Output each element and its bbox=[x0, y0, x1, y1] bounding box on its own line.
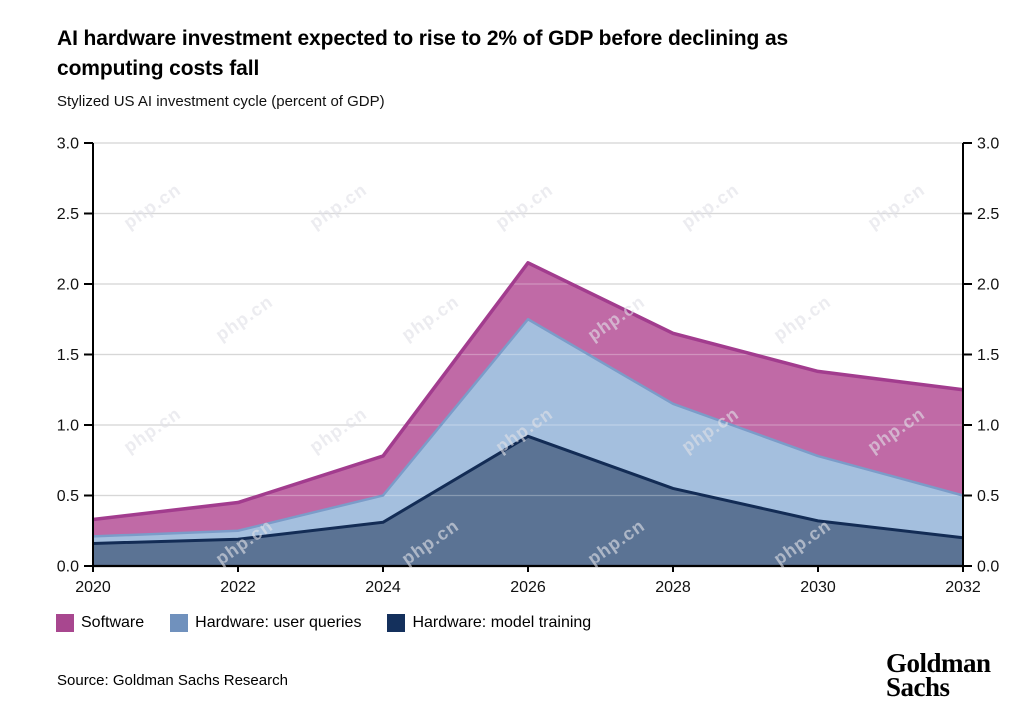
x-axis-tick-label: 2032 bbox=[945, 579, 981, 596]
y-axis-tick-label-left: 3.0 bbox=[57, 136, 79, 153]
y-axis-tick-label-left: 2.0 bbox=[57, 277, 79, 294]
x-axis-tick-label: 2028 bbox=[655, 579, 691, 596]
line-software bbox=[92, 261, 964, 522]
legend-item-hardware-user-queries: Hardware: user queries bbox=[170, 614, 361, 632]
stacked-area-chart: 0.0 0.0 0.5 0.5 1.0 1.0 1.5 1.5 2.0 2.0 2.5 2.5 3.0 3… bbox=[0, 130, 1034, 600]
legend-label-hardware-model-training: Hardware: model training bbox=[412, 614, 592, 631]
y-axis-tick-label-right: 1.0 bbox=[977, 418, 999, 435]
y-axis-tick-label-right: 3.0 bbox=[977, 136, 999, 153]
chart-legend: Software Hardware: user queries Hardware: … bbox=[56, 614, 591, 632]
x-axis-tick-label: 2022 bbox=[220, 579, 256, 596]
y-axis-tick-label-right: 0.0 bbox=[977, 559, 999, 576]
x-axis-tick-label: 2024 bbox=[365, 579, 401, 596]
legend-item-software: Software bbox=[56, 614, 144, 632]
legend-swatch-hardware-user-queries bbox=[170, 614, 189, 632]
y-axis-tick-label-right: 1.5 bbox=[977, 347, 999, 364]
x-axis-tick-label: 2020 bbox=[75, 579, 111, 596]
page-title-line2: computing costs fall bbox=[57, 56, 260, 80]
x-axis-tick-label: 2030 bbox=[800, 579, 836, 596]
line-hardware-user-queries bbox=[92, 318, 964, 538]
goldman-sachs-logo: Goldman Sachs bbox=[886, 648, 991, 702]
source-note: Source: Goldman Sachs Research bbox=[57, 672, 288, 689]
y-axis-tick-label-left: 0.5 bbox=[57, 488, 79, 505]
area-hardware-model-training bbox=[93, 436, 963, 566]
y-axis-tick-label-right: 0.5 bbox=[977, 488, 999, 505]
chart-subtitle: Stylized US AI investment cycle (percent… bbox=[57, 93, 385, 110]
y-axis-tick-label-right: 2.0 bbox=[977, 277, 999, 294]
page-title: AI hardware investment expected to rise … bbox=[57, 24, 1007, 84]
y-axis-tick-label-left: 1.0 bbox=[57, 418, 79, 435]
logo-line2: Sachs bbox=[886, 672, 950, 702]
page-title-line1: AI hardware investment expected to rise … bbox=[57, 27, 789, 50]
legend-label-hardware-user-queries: Hardware: user queries bbox=[195, 614, 362, 631]
y-axis-tick-label-left: 0.0 bbox=[57, 559, 79, 576]
y-axis-tick-label-right: 2.5 bbox=[977, 206, 999, 223]
x-axis-tick-label: 2026 bbox=[510, 579, 546, 596]
legend-swatch-hardware-model-training bbox=[387, 614, 406, 632]
logo-line1: Goldman bbox=[886, 648, 991, 678]
legend-label-software: Software bbox=[81, 614, 145, 631]
y-axis-tick-label-left: 2.5 bbox=[57, 206, 79, 223]
legend-swatch-software bbox=[56, 614, 74, 632]
y-axis-tick-label-left: 1.5 bbox=[57, 347, 79, 364]
legend-item-hardware-model-training: Hardware: model training bbox=[387, 614, 591, 632]
line-hardware-model-training bbox=[92, 434, 964, 545]
chart-svg: 0.0 0.0 0.5 0.5 1.0 1.0 1.5 1.5 2.0 2.0 2.5 2.5 3.0 3… bbox=[57, 136, 1000, 597]
